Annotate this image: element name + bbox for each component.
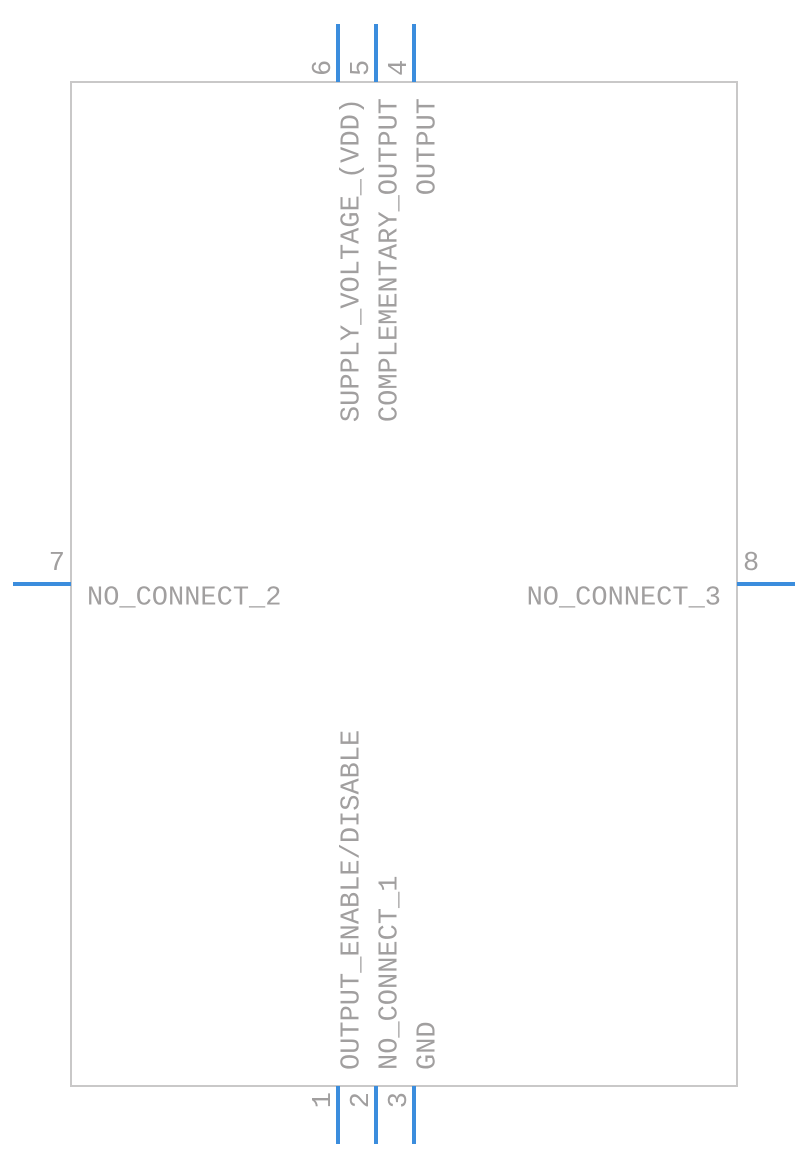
pin-name: OUTPUT	[413, 98, 443, 195]
pin-name: COMPLEMENTARY_OUTPUT	[375, 98, 405, 422]
pin-number: 1	[309, 1092, 339, 1108]
pin-number: 4	[385, 60, 415, 76]
pin-number: 3	[385, 1092, 415, 1108]
pin-name: SUPPLY_VOLTAGE_(VDD)	[337, 98, 367, 422]
pin-number: 2	[347, 1092, 377, 1108]
pin-number: 8	[743, 549, 759, 579]
pin-name: NO_CONNECT_3	[527, 583, 721, 613]
pin-number: 5	[347, 60, 377, 76]
pin-name: GND	[413, 1021, 443, 1070]
pin-name: NO_CONNECT_1	[375, 876, 405, 1070]
pin-name: NO_CONNECT_2	[87, 583, 281, 613]
pin-number: 6	[309, 60, 339, 76]
pin-name: OUTPUT_ENABLE/DISABLE	[337, 730, 367, 1070]
pin-number: 7	[49, 549, 65, 579]
